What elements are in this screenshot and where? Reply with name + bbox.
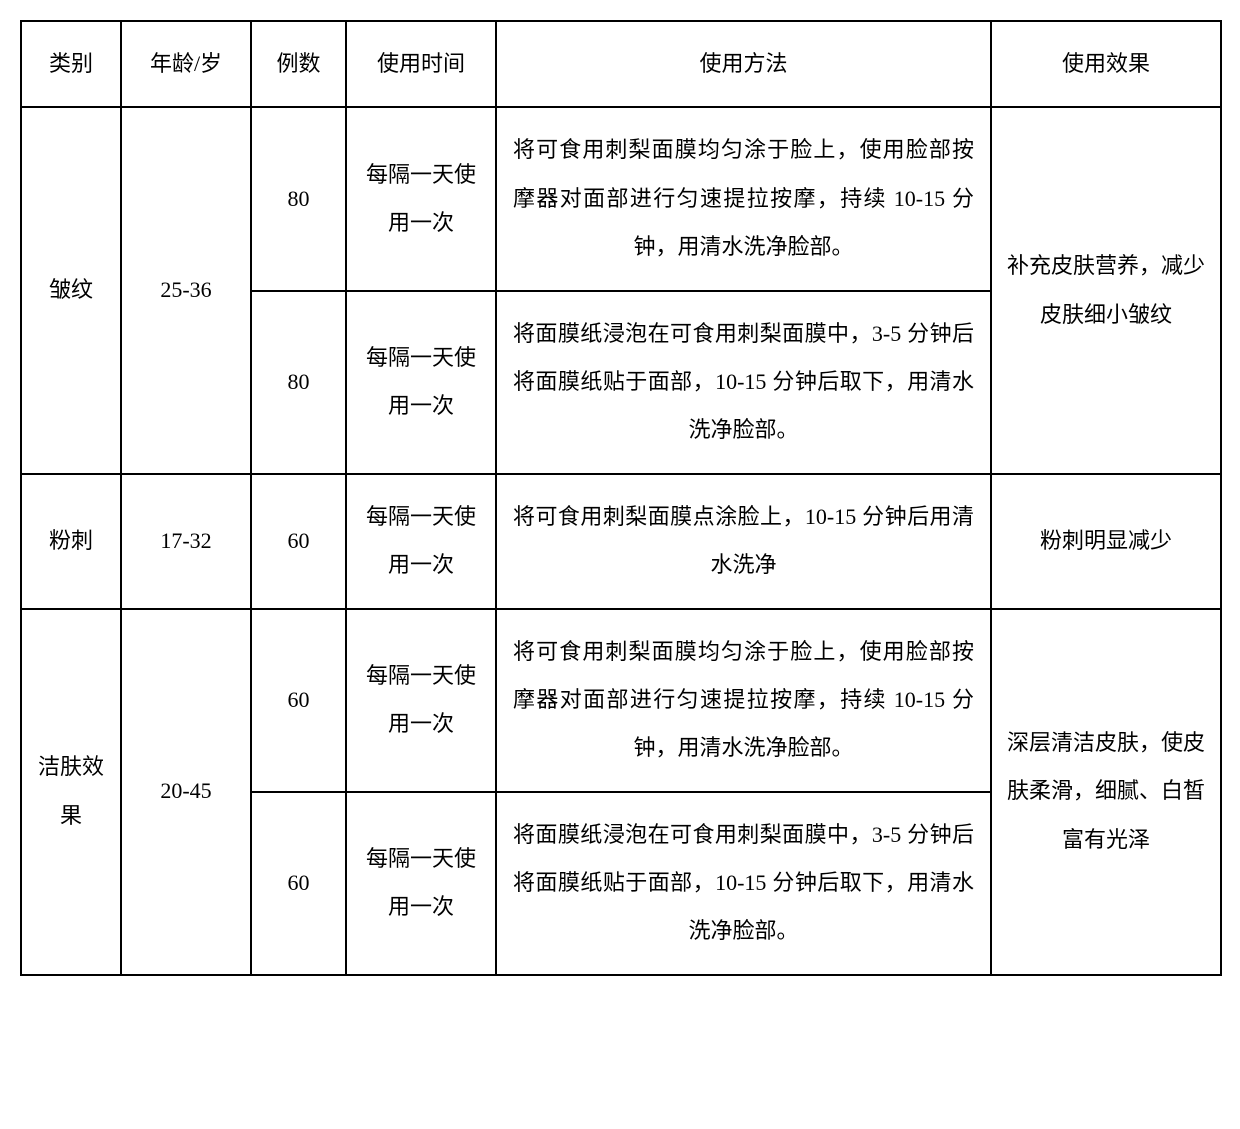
usage-table: 类别 年龄/岁 例数 使用时间 使用方法 使用效果 皱纹 25-36 80 每隔… (20, 20, 1222, 976)
cell-method: 将可食用刺梨面膜均匀涂于脸上，使用脸部按摩器对面部进行匀速提拉按摩，持续 10-… (496, 609, 991, 792)
cell-time: 每隔一天使用一次 (346, 107, 496, 290)
table-header-row: 类别 年龄/岁 例数 使用时间 使用方法 使用效果 (21, 21, 1221, 107)
cell-count: 60 (251, 609, 346, 792)
cell-method: 将面膜纸浸泡在可食用刺梨面膜中，3-5 分钟后将面膜纸贴于面部，10-15 分钟… (496, 291, 991, 474)
cell-method: 将可食用刺梨面膜均匀涂于脸上，使用脸部按摩器对面部进行匀速提拉按摩，持续 10-… (496, 107, 991, 290)
table-row: 粉刺 17-32 60 每隔一天使用一次 将可食用刺梨面膜点涂脸上，10-15 … (21, 474, 1221, 609)
header-effect: 使用效果 (991, 21, 1221, 107)
cell-age: 25-36 (121, 107, 251, 473)
header-count: 例数 (251, 21, 346, 107)
cell-category: 粉刺 (21, 474, 121, 609)
cell-time: 每隔一天使用一次 (346, 792, 496, 975)
cell-count: 60 (251, 792, 346, 975)
cell-count: 80 (251, 291, 346, 474)
cell-count: 60 (251, 474, 346, 609)
table-row: 皱纹 25-36 80 每隔一天使用一次 将可食用刺梨面膜均匀涂于脸上，使用脸部… (21, 107, 1221, 290)
cell-effect: 深层清洁皮肤，使皮肤柔滑，细腻、白皙富有光泽 (991, 609, 1221, 975)
header-method: 使用方法 (496, 21, 991, 107)
cell-method: 将可食用刺梨面膜点涂脸上，10-15 分钟后用清水洗净 (496, 474, 991, 609)
cell-effect: 粉刺明显减少 (991, 474, 1221, 609)
cell-time: 每隔一天使用一次 (346, 609, 496, 792)
header-time: 使用时间 (346, 21, 496, 107)
header-category: 类别 (21, 21, 121, 107)
table-row: 洁肤效果 20-45 60 每隔一天使用一次 将可食用刺梨面膜均匀涂于脸上，使用… (21, 609, 1221, 792)
cell-method: 将面膜纸浸泡在可食用刺梨面膜中，3-5 分钟后将面膜纸贴于面部，10-15 分钟… (496, 792, 991, 975)
cell-effect: 补充皮肤营养，减少皮肤细小皱纹 (991, 107, 1221, 473)
cell-age: 20-45 (121, 609, 251, 975)
cell-category: 皱纹 (21, 107, 121, 473)
cell-time: 每隔一天使用一次 (346, 474, 496, 609)
cell-age: 17-32 (121, 474, 251, 609)
cell-category: 洁肤效果 (21, 609, 121, 975)
cell-time: 每隔一天使用一次 (346, 291, 496, 474)
cell-count: 80 (251, 107, 346, 290)
header-age: 年龄/岁 (121, 21, 251, 107)
